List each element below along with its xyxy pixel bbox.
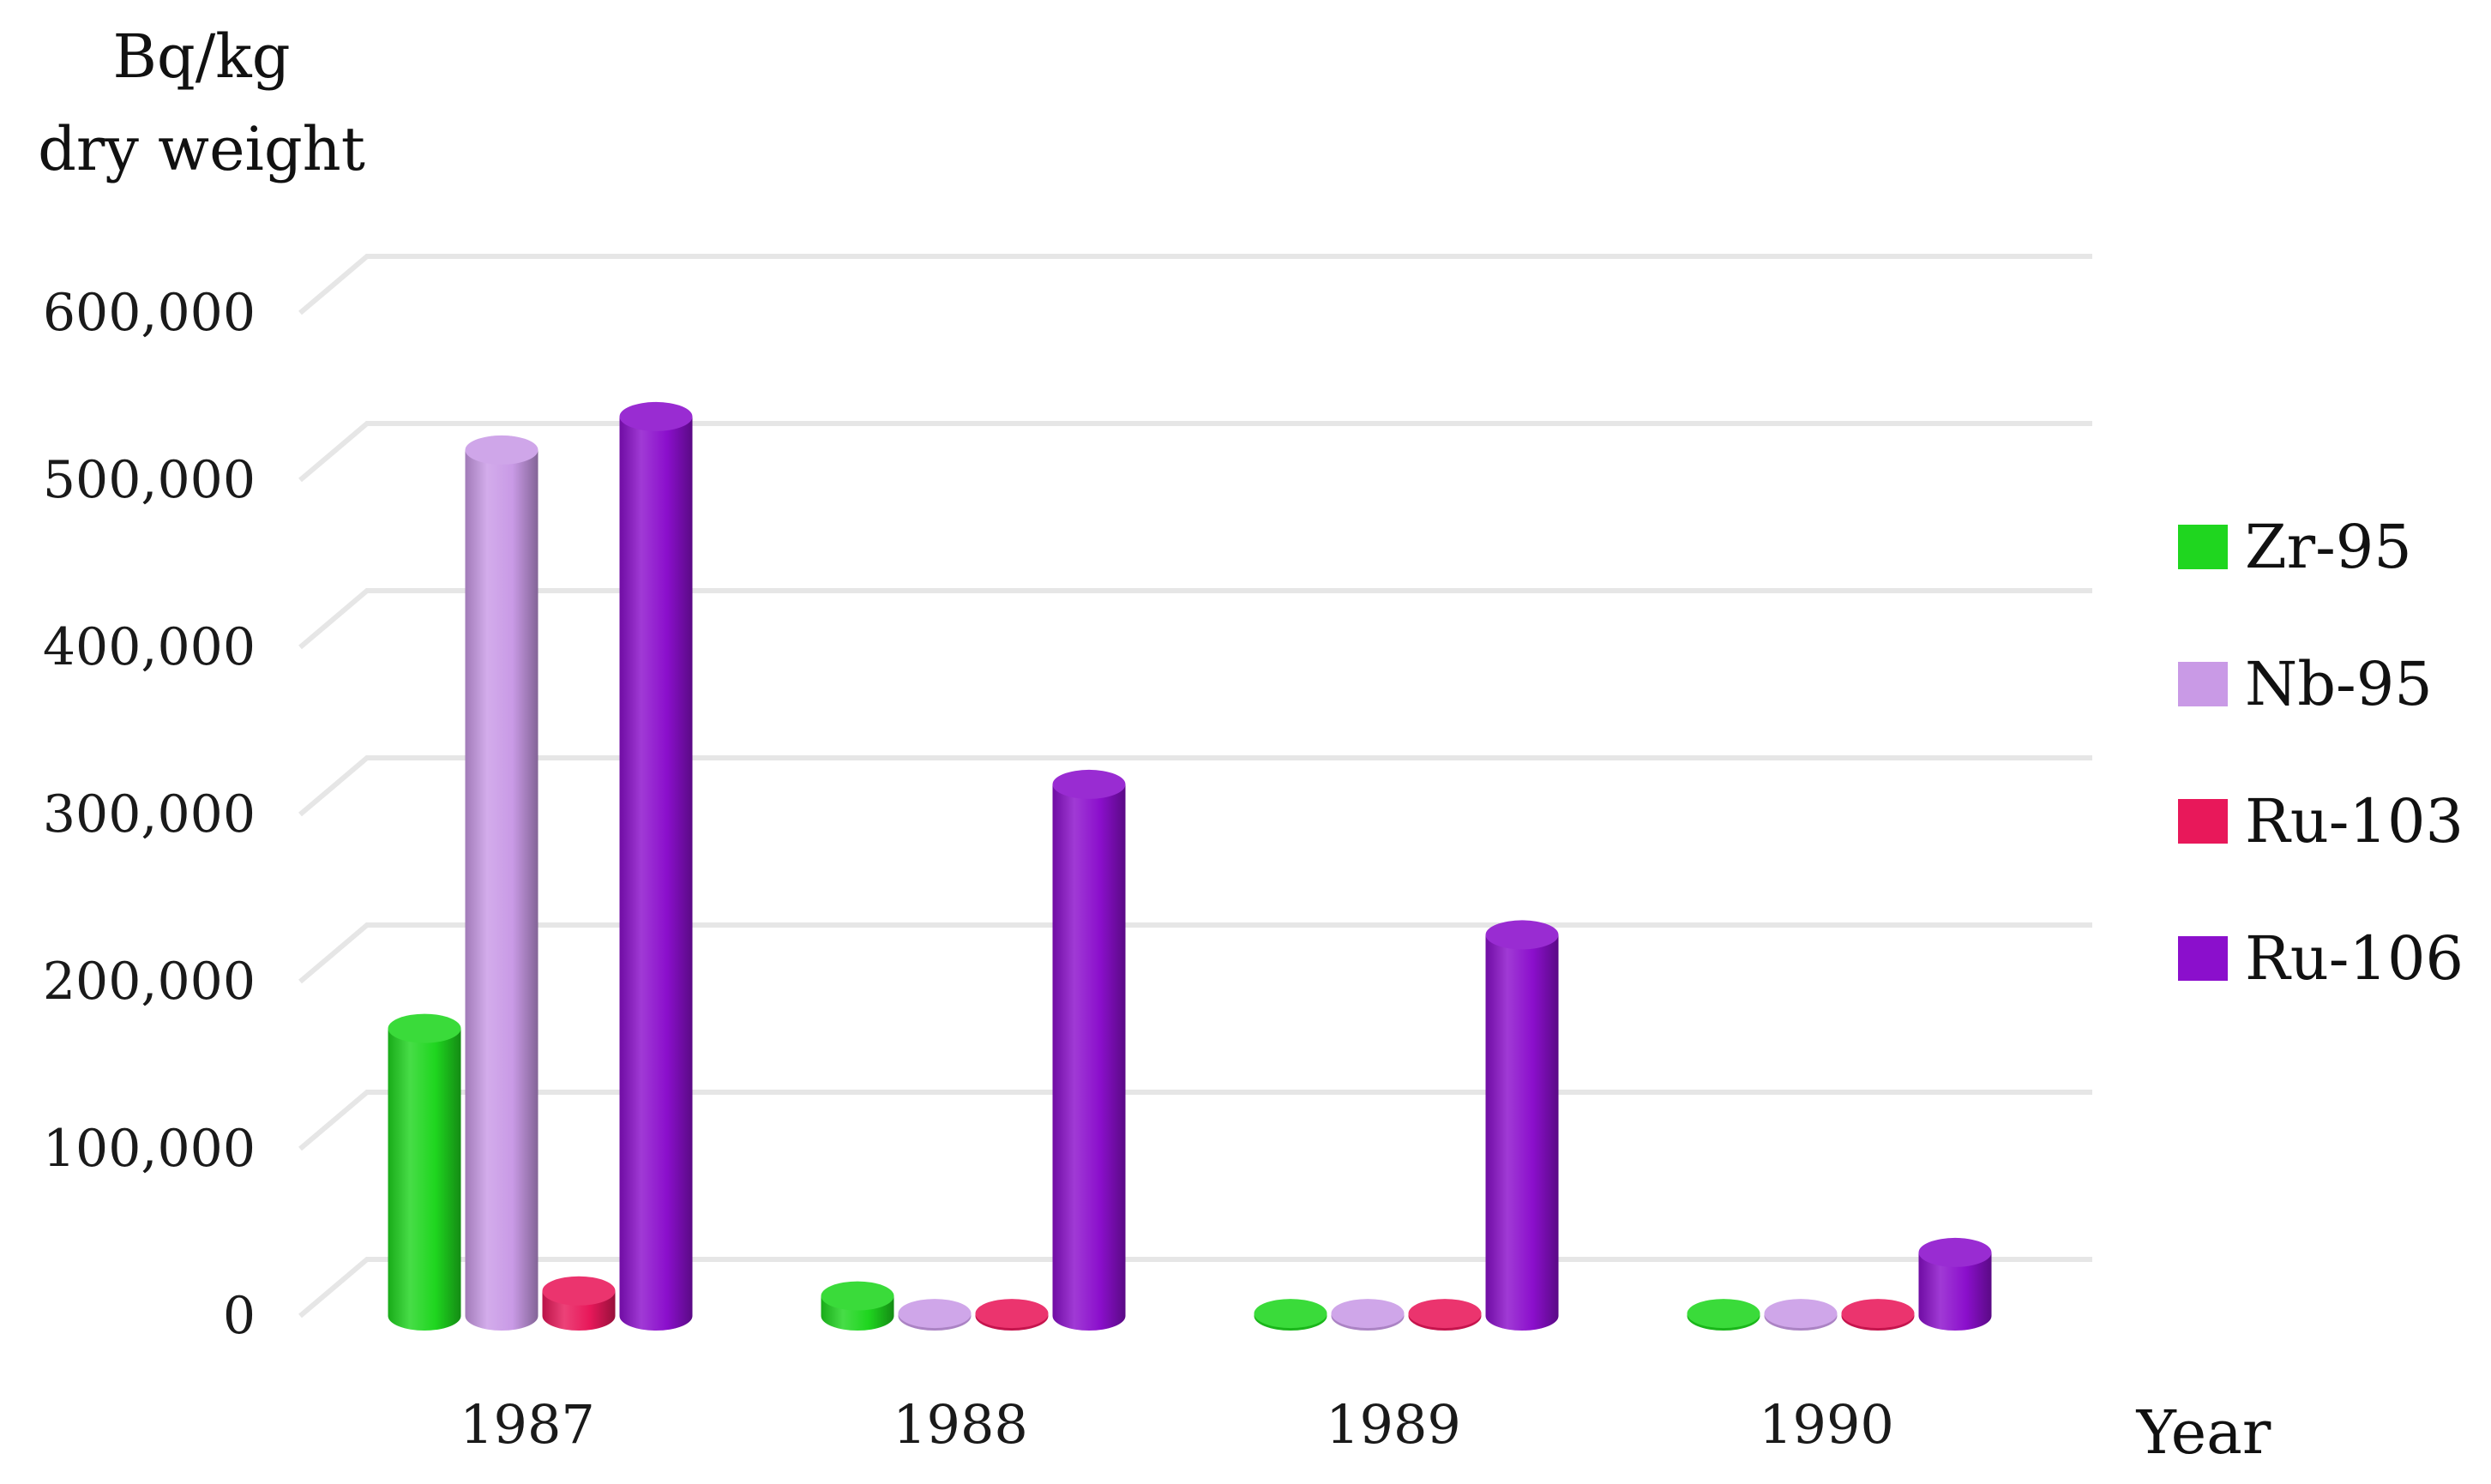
x-axis-title: Year [2136,1397,2271,1468]
y-tick-label: 600,000 [43,283,256,343]
bar [1254,1299,1327,1331]
bar [542,1276,616,1331]
bar [388,1013,461,1331]
bar [619,401,693,1331]
x-tick-label: 1987 [460,1393,595,1456]
bar [975,1299,1049,1331]
bar [1331,1299,1405,1331]
y-tick-label: 200,000 [43,952,256,1012]
legend-label: Ru-103 [2245,786,2464,856]
legend-swatch [2178,662,2228,706]
y-axis-title-line-2: dry weight [38,114,365,184]
bar [1687,1299,1760,1331]
legend-item: Zr-95 [2178,512,2412,582]
bar [1485,920,1559,1331]
bar [898,1299,972,1331]
y-tick-label: 100,000 [43,1119,256,1179]
legend-item: Nb-95 [2178,649,2433,719]
legend-swatch [2178,936,2228,981]
y-tick-label: 400,000 [43,617,256,677]
bars [388,401,1992,1331]
bar [1841,1299,1915,1331]
legend-swatch [2178,525,2228,569]
bar [465,435,539,1331]
y-axis-title-line-1: Bq/kg [112,21,290,92]
gridline [298,588,2092,650]
y-tick-label: 300,000 [43,784,256,844]
gridline [298,254,2092,315]
gridlines [298,254,2092,1319]
bar [1052,769,1126,1331]
legend-item: Ru-103 [2178,786,2464,856]
y-axis-title: Bq/kg dry weight [38,21,365,184]
legend-label: Ru-106 [2245,923,2464,994]
x-tick-label: 1988 [893,1393,1028,1456]
x-tick-labels: 1987 1988 1989 1990 [460,1393,1894,1456]
gridline [298,421,2092,483]
x-tick-label: 1990 [1759,1393,1894,1456]
bar [1764,1299,1838,1331]
legend: Zr-95 Nb-95 Ru-103 Ru-106 [2178,512,2464,994]
legend-swatch [2178,799,2228,844]
y-tick-label: 500,000 [43,450,256,510]
gridline [298,755,2092,817]
legend-label: Zr-95 [2245,512,2412,582]
gridline [298,1090,2092,1151]
gridline [298,922,2092,984]
bar [1918,1237,1992,1331]
legend-label: Nb-95 [2245,649,2433,719]
bar [821,1281,894,1331]
y-tick-label: 0 [223,1286,256,1346]
x-tick-label: 1989 [1326,1393,1461,1456]
bar [1408,1299,1482,1331]
legend-item: Ru-106 [2178,923,2464,994]
y-tick-labels: 0 100,000 200,000 300,000 400,000 500,000 600,… [43,283,256,1346]
